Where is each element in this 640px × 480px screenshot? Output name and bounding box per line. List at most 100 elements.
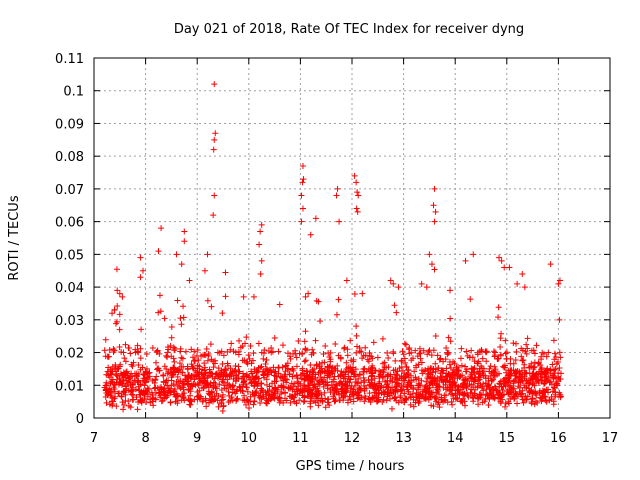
data-point xyxy=(135,361,142,368)
data-point xyxy=(215,392,222,399)
data-point xyxy=(113,266,120,273)
data-point xyxy=(137,381,144,388)
data-point xyxy=(135,377,142,384)
data-point xyxy=(490,391,497,398)
data-point xyxy=(307,379,314,386)
data-point xyxy=(501,264,508,271)
data-point xyxy=(130,359,137,366)
data-point xyxy=(349,391,356,398)
data-point xyxy=(528,360,535,367)
data-point xyxy=(143,398,150,405)
data-point xyxy=(545,374,552,381)
data-point xyxy=(384,349,391,356)
x-tick-label: 11 xyxy=(292,431,309,446)
data-point xyxy=(125,402,132,409)
data-point xyxy=(496,391,503,398)
data-point xyxy=(192,382,199,389)
data-point xyxy=(305,290,312,297)
data-point xyxy=(215,403,222,410)
data-point xyxy=(174,297,181,304)
data-point xyxy=(321,368,328,375)
data-point xyxy=(161,315,168,322)
data-point xyxy=(497,398,504,405)
data-point xyxy=(122,370,129,377)
y-tick-label: 0.02 xyxy=(55,347,84,362)
data-point xyxy=(529,381,536,388)
data-point xyxy=(531,374,538,381)
data-point xyxy=(297,371,304,378)
data-point xyxy=(179,369,186,376)
data-point xyxy=(269,348,276,355)
data-point xyxy=(392,357,399,364)
data-point xyxy=(470,251,477,258)
data-point xyxy=(185,386,192,393)
data-point xyxy=(353,323,360,330)
data-point xyxy=(506,264,513,271)
y-tick-label: 0 xyxy=(76,412,84,427)
data-point xyxy=(206,391,213,398)
data-point xyxy=(227,365,234,372)
data-point xyxy=(557,375,564,382)
data-point xyxy=(396,375,403,382)
data-point xyxy=(440,384,447,391)
data-point xyxy=(296,397,303,404)
data-point xyxy=(270,364,277,371)
data-point xyxy=(463,376,470,383)
data-point xyxy=(547,367,554,374)
data-point xyxy=(141,377,148,384)
data-point xyxy=(407,401,414,408)
data-point xyxy=(177,377,184,384)
data-point xyxy=(431,266,438,273)
data-point xyxy=(526,370,533,377)
data-point xyxy=(298,218,305,225)
data-point xyxy=(431,185,438,192)
data-point xyxy=(551,350,558,357)
data-point xyxy=(294,375,301,382)
data-point xyxy=(178,321,185,328)
data-point xyxy=(265,390,272,397)
data-point xyxy=(407,393,414,400)
data-point xyxy=(482,348,489,355)
data-point xyxy=(137,366,144,373)
x-tick-label: 7 xyxy=(90,431,98,446)
data-point xyxy=(186,277,193,284)
data-point xyxy=(186,401,193,408)
data-point xyxy=(375,383,382,390)
data-point xyxy=(275,370,282,377)
data-point xyxy=(273,378,280,385)
data-point xyxy=(356,344,363,351)
data-point xyxy=(467,296,474,303)
data-point xyxy=(180,395,187,402)
data-point xyxy=(152,396,159,403)
data-point xyxy=(341,344,348,351)
data-point xyxy=(551,373,558,380)
data-point xyxy=(135,349,142,356)
data-point xyxy=(324,374,331,381)
data-point xyxy=(283,397,290,404)
data-point xyxy=(232,366,239,373)
data-point xyxy=(445,349,452,356)
data-point xyxy=(474,351,481,358)
data-point xyxy=(486,365,493,372)
data-point xyxy=(362,395,369,402)
data-point xyxy=(149,391,156,398)
data-point xyxy=(398,364,405,371)
data-point xyxy=(266,383,273,390)
data-point xyxy=(313,297,320,304)
data-point xyxy=(512,340,519,347)
data-point xyxy=(325,349,332,356)
data-point xyxy=(406,345,413,352)
data-point xyxy=(502,337,509,344)
data-point xyxy=(476,368,483,375)
data-point xyxy=(433,395,440,402)
data-point xyxy=(476,376,483,383)
data-point xyxy=(410,386,417,393)
data-point xyxy=(322,404,329,411)
data-point xyxy=(138,326,145,333)
data-point xyxy=(101,347,108,354)
data-point xyxy=(152,377,159,384)
data-point xyxy=(416,345,423,352)
data-point xyxy=(202,397,209,404)
data-point xyxy=(480,380,487,387)
data-point xyxy=(227,346,234,353)
